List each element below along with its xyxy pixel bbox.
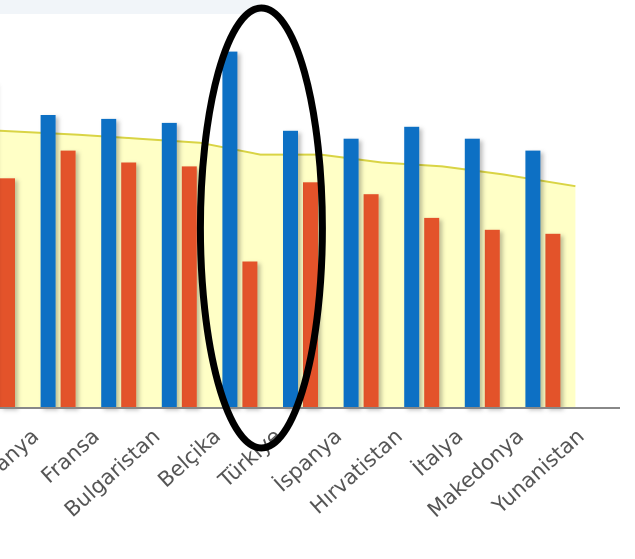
- x-tick-label-0: ...anya: [0, 424, 43, 490]
- faded-header-background: [0, 0, 260, 14]
- bar-series1-2: [101, 118, 117, 409]
- bar-series-layer: [0, 51, 561, 409]
- bar-series2-7: [424, 217, 440, 408]
- bar-series1-5: [283, 130, 298, 409]
- bar-series2-4: [242, 261, 258, 408]
- bar-series1-6: [343, 138, 359, 408]
- bar-series2-6: [363, 194, 379, 408]
- bar-series1-1: [40, 115, 56, 408]
- bar-series2-1: [60, 150, 76, 408]
- bar-series2-9: [545, 233, 561, 408]
- bar-series2-3: [181, 166, 197, 408]
- bar-series1-4: [222, 51, 238, 408]
- highlight-ellipse: [196, 4, 326, 452]
- bar-series2-2: [121, 162, 137, 408]
- bar-series1-8: [464, 138, 480, 408]
- bar-series2-8: [484, 229, 500, 408]
- x-tick-labels: ...anyaFransaBulgaristanBelçikaTürkiyeİs…: [0, 423, 589, 522]
- bar-series1-9: [525, 150, 541, 408]
- bar-series1-3: [161, 122, 177, 409]
- x-tick-label-3: Belçika: [153, 424, 225, 492]
- bar-series1-7: [404, 126, 420, 409]
- bar-series2-0: [0, 178, 15, 408]
